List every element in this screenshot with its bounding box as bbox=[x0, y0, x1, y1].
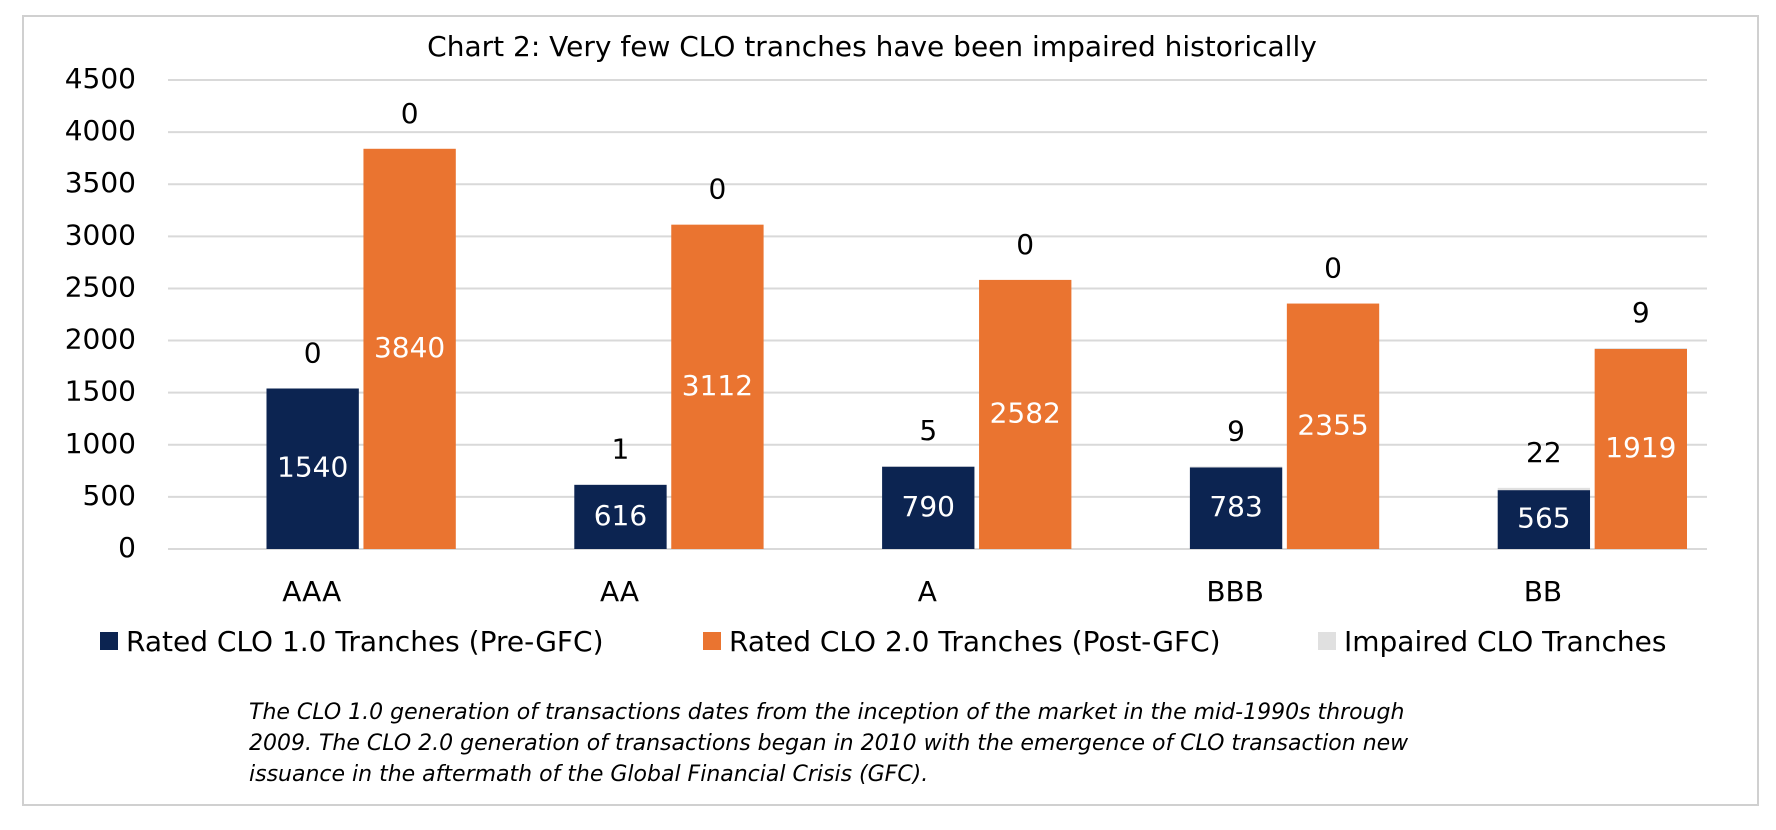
impaired-label: 5 bbox=[919, 414, 937, 447]
impaired-label: 22 bbox=[1526, 436, 1562, 469]
caption: issuance in the aftermath of the Global … bbox=[249, 762, 928, 787]
value-label: 1540 bbox=[277, 451, 348, 484]
impaired-label: 1 bbox=[612, 433, 630, 466]
x-tick-label: A bbox=[918, 575, 937, 608]
y-tick-label: 2500 bbox=[65, 270, 136, 303]
legend-label: Impaired CLO Tranches bbox=[1344, 625, 1667, 658]
bar bbox=[574, 484, 667, 549]
value-label: 2355 bbox=[1297, 408, 1368, 441]
bar bbox=[671, 224, 764, 549]
legend-swatch bbox=[100, 632, 118, 650]
y-tick-label: 1500 bbox=[65, 375, 136, 408]
bar bbox=[1594, 348, 1687, 549]
impaired-label: 0 bbox=[709, 173, 727, 206]
x-tick-label: BBB bbox=[1206, 575, 1264, 608]
value-label: 790 bbox=[902, 490, 955, 523]
value-label: 2582 bbox=[990, 396, 1061, 429]
x-tick-label: BB bbox=[1524, 575, 1562, 608]
value-label: 783 bbox=[1209, 490, 1262, 523]
impaired-label: 0 bbox=[1324, 252, 1342, 285]
legend-swatch bbox=[1318, 632, 1336, 650]
impaired-bar bbox=[1497, 487, 1591, 491]
legend-label: Rated CLO 2.0 Tranches (Post-GFC) bbox=[729, 625, 1221, 658]
value-label: 1919 bbox=[1605, 431, 1676, 464]
frame bbox=[22, 15, 1759, 806]
x-tick-label: AAA bbox=[282, 575, 341, 608]
y-tick-label: 3000 bbox=[65, 218, 136, 251]
impaired-label: 9 bbox=[1227, 414, 1245, 447]
value-label: 565 bbox=[1517, 502, 1570, 535]
value-label: 3840 bbox=[374, 331, 445, 364]
value-label: 3112 bbox=[682, 369, 753, 402]
legend-swatch bbox=[703, 632, 721, 650]
y-tick-label: 2000 bbox=[65, 323, 136, 356]
impaired-label: 0 bbox=[1016, 228, 1034, 261]
impaired-label: 0 bbox=[401, 97, 419, 130]
impaired-bar bbox=[1594, 348, 1687, 349]
caption: 2009. The CLO 2.0 generation of transact… bbox=[249, 731, 1409, 756]
bar bbox=[266, 388, 359, 549]
y-tick-label: 4500 bbox=[65, 62, 136, 95]
impaired-label: 0 bbox=[304, 336, 322, 369]
impaired-label: 9 bbox=[1632, 296, 1650, 329]
bar bbox=[1286, 303, 1380, 549]
bar bbox=[979, 279, 1072, 549]
y-tick-label: 1000 bbox=[65, 427, 136, 460]
legend-label: Rated CLO 1.0 Tranches (Pre-GFC) bbox=[126, 625, 604, 658]
impaired-bar bbox=[1189, 466, 1283, 468]
chart-title: Chart 2: Very few CLO tranches have been… bbox=[427, 30, 1317, 63]
bar bbox=[363, 148, 456, 549]
impaired-bar bbox=[882, 466, 975, 467]
y-tick-label: 0 bbox=[118, 531, 136, 564]
x-tick-label: AA bbox=[600, 575, 639, 608]
bar bbox=[882, 466, 975, 549]
y-tick-label: 4000 bbox=[65, 114, 136, 147]
y-tick-label: 500 bbox=[83, 479, 136, 512]
bar bbox=[1497, 490, 1591, 549]
caption: The CLO 1.0 generation of transactions d… bbox=[249, 700, 1404, 725]
value-label: 616 bbox=[594, 499, 647, 532]
y-tick-label: 3500 bbox=[65, 166, 136, 199]
bar bbox=[1189, 467, 1283, 549]
